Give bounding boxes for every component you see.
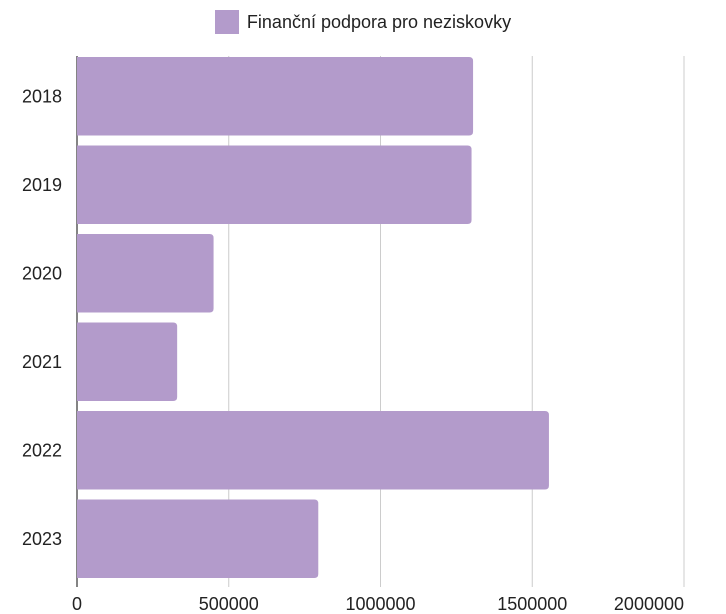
y-axis-labels: 2018 2019 2020 2021 2022 2023 [22, 86, 62, 549]
y-tick-label: 2020 [22, 263, 62, 283]
bar-2021 [77, 322, 178, 401]
gridlines [76, 56, 685, 587]
y-tick-label: 2023 [22, 529, 62, 549]
y-tick-label: 2019 [22, 175, 62, 195]
bar-2018 [77, 57, 474, 136]
bars [77, 57, 549, 578]
bar-2023 [77, 499, 319, 578]
y-tick-label: 2018 [22, 86, 62, 106]
y-tick-label: 2021 [22, 352, 62, 372]
x-tick-label: 1000000 [345, 594, 415, 614]
x-axis-labels: 0 500000 1000000 1500000 2000000 [72, 594, 684, 614]
bar-2022 [77, 411, 549, 490]
x-tick-label: 1500000 [497, 594, 567, 614]
legend-swatch [214, 10, 239, 34]
x-tick-label: 2000000 [614, 594, 684, 614]
bar-2019 [77, 145, 472, 224]
y-tick-label: 2022 [22, 440, 62, 460]
legend-label: Finanční podpora pro neziskovky [246, 11, 512, 32]
legend: Finanční podpora pro neziskovky [0, 10, 726, 34]
bar-2020 [77, 234, 214, 313]
x-tick-label: 500000 [199, 594, 259, 614]
x-tick-label: 0 [72, 594, 82, 614]
